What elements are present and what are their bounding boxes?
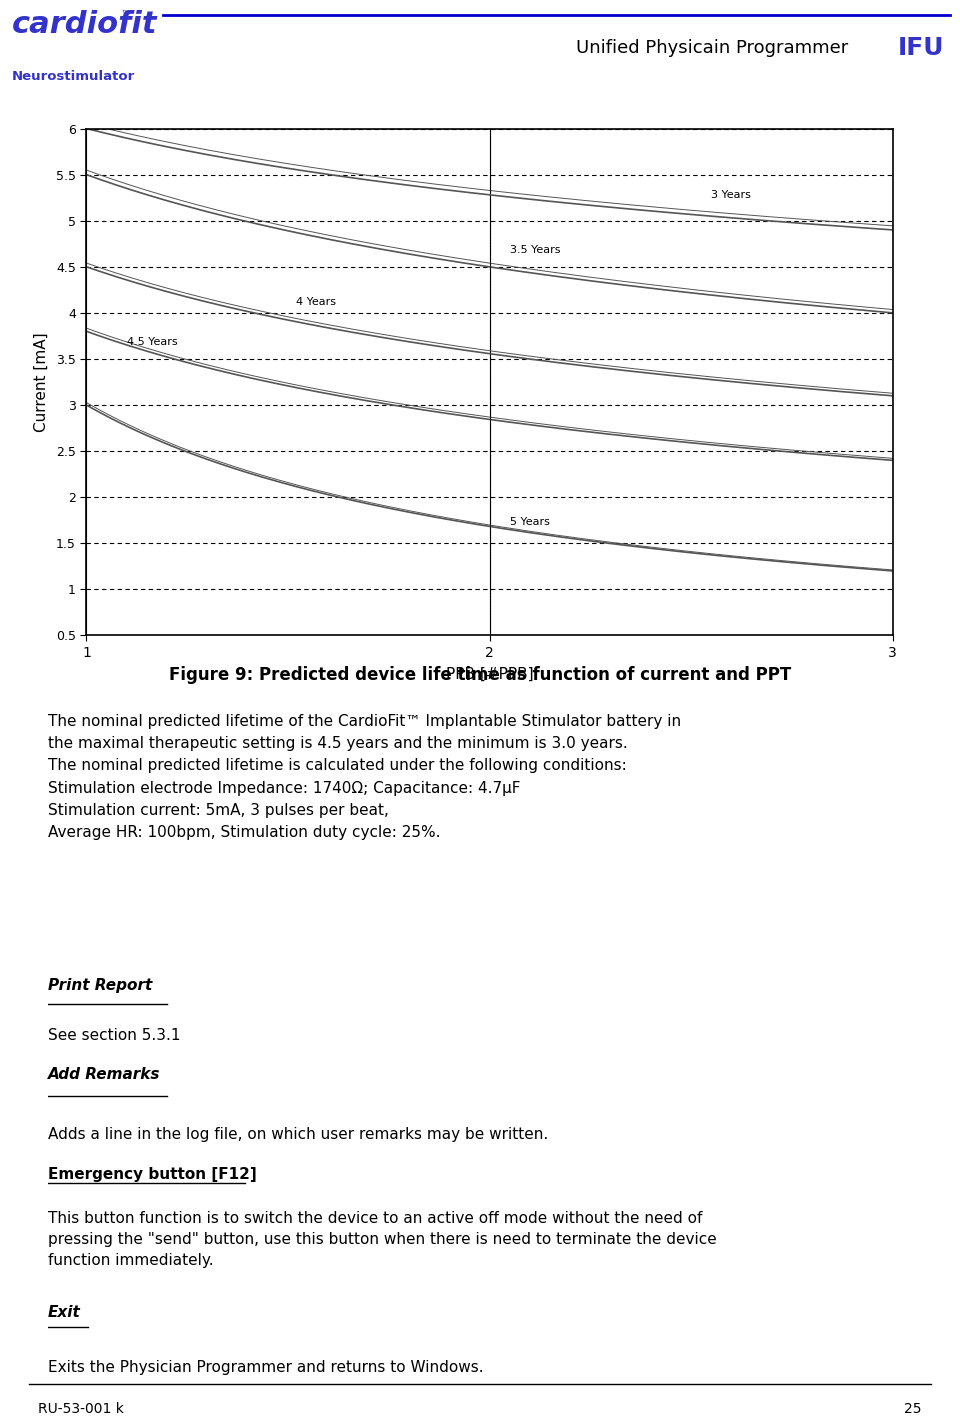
Text: Adds a line in the log file, on which user remarks may be written.: Adds a line in the log file, on which us… [48, 1127, 548, 1142]
Text: This button function is to switch the device to an active off mode without the n: This button function is to switch the de… [48, 1211, 717, 1268]
Text: 25: 25 [904, 1402, 922, 1417]
Text: The nominal predicted lifetime of the CardioFit™ Implantable Stimulator battery : The nominal predicted lifetime of the Ca… [48, 714, 682, 840]
X-axis label: PPB [#PPB]: PPB [#PPB] [445, 667, 534, 681]
Y-axis label: Current [mA]: Current [mA] [34, 333, 49, 431]
Text: Exit: Exit [48, 1305, 81, 1321]
Text: See section 5.3.1: See section 5.3.1 [48, 1028, 180, 1042]
Text: 4.5 Years: 4.5 Years [127, 337, 178, 347]
Text: Print Report: Print Report [48, 978, 153, 994]
Text: RU-53-001 k: RU-53-001 k [38, 1402, 124, 1417]
Text: Neurostimulator: Neurostimulator [12, 70, 134, 83]
Text: ™: ™ [121, 9, 131, 19]
Text: Emergency button [F12]: Emergency button [F12] [48, 1167, 256, 1182]
Text: Add Remarks: Add Remarks [48, 1067, 160, 1082]
Text: Figure 9: Predicted device life time as function of current and PPT: Figure 9: Predicted device life time as … [169, 665, 791, 684]
Text: cardiofit: cardiofit [12, 10, 157, 39]
Text: Exits the Physician Programmer and returns to Windows.: Exits the Physician Programmer and retur… [48, 1359, 484, 1375]
Text: 4 Years: 4 Years [296, 297, 336, 307]
Text: 3.5 Years: 3.5 Years [510, 246, 561, 256]
Text: IFU: IFU [898, 36, 944, 60]
Text: Unified Physicain Programmer: Unified Physicain Programmer [576, 39, 849, 57]
Text: 5 Years: 5 Years [510, 517, 550, 527]
Text: 3 Years: 3 Years [711, 190, 752, 200]
